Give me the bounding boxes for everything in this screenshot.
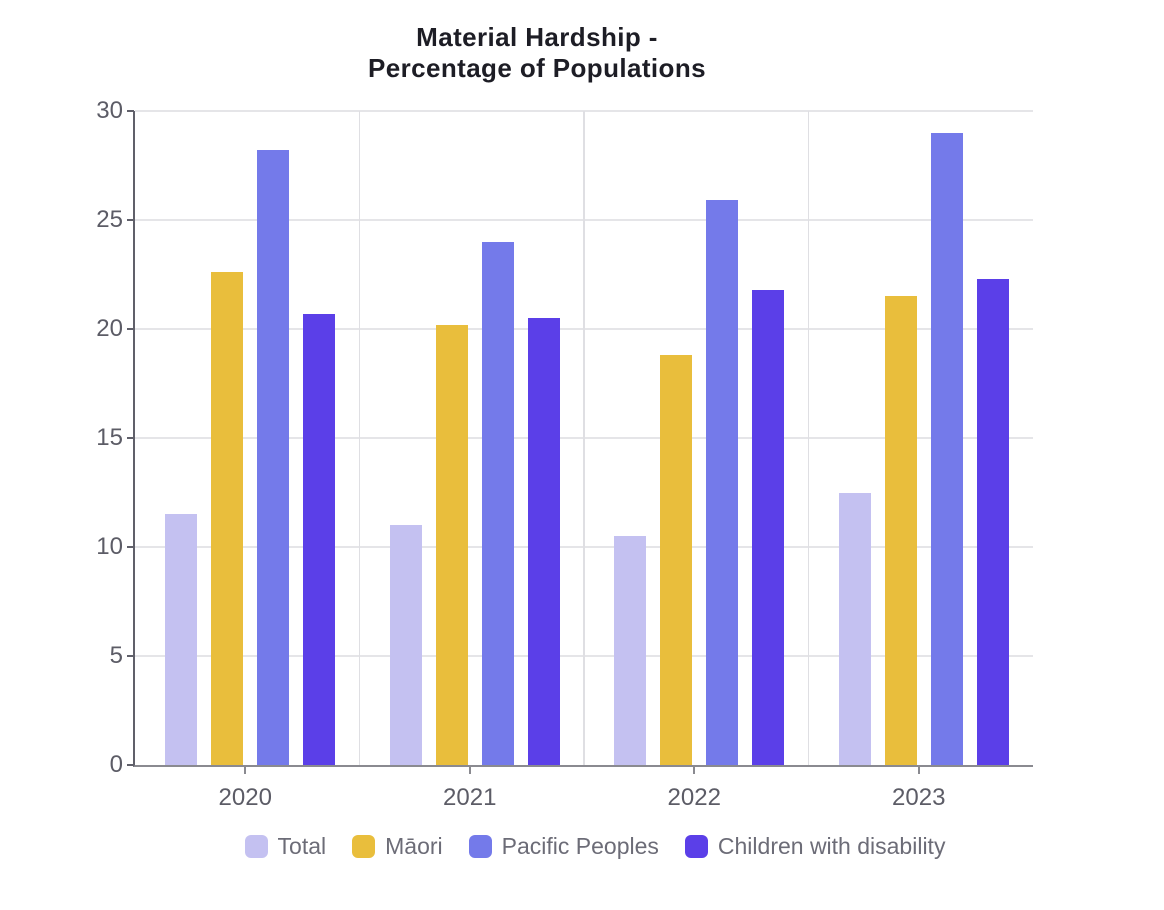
y-axis-tick-mark-25 (127, 219, 134, 221)
x-axis-label-2022: 2022 (667, 784, 721, 811)
category-separator-3 (807, 111, 810, 765)
bar-pacific-peoples-2021[interactable] (481, 241, 514, 765)
x-axis-label-2021: 2021 (443, 784, 497, 811)
bar-māori-2020[interactable] (211, 272, 243, 765)
legend-swatch-icon (244, 835, 268, 858)
y-axis-tick-mark-20 (127, 328, 134, 330)
legend-label: Māori (385, 833, 443, 859)
legend-item-total[interactable]: Total (244, 833, 327, 860)
y-axis-tick-mark-0 (127, 764, 134, 766)
bar-māori-2021[interactable] (435, 324, 468, 765)
y-axis-tick-mark-5 (127, 655, 134, 657)
bar-total-2020[interactable] (165, 514, 197, 765)
chart-title: Material Hardship - Percentage of Popula… (0, 22, 1074, 84)
y-axis-tick-mark-30 (127, 110, 134, 112)
bar-children-with-disability-2020[interactable] (303, 313, 335, 765)
legend-label: Children with disability (717, 833, 946, 859)
legend-label: Pacific Peoples (501, 833, 659, 859)
bar-māori-2023[interactable] (884, 296, 917, 765)
bar-children-with-disability-2021[interactable] (527, 318, 560, 765)
bar-pacific-peoples-2023[interactable] (930, 132, 963, 765)
bar-total-2023[interactable] (838, 492, 871, 765)
bar-children-with-disability-2022[interactable] (752, 289, 784, 765)
x-axis-tick-mark-2023 (917, 767, 920, 774)
legend-swatch-icon (468, 835, 492, 858)
plot-area (133, 110, 1033, 767)
x-axis-tick-mark-2022 (693, 767, 696, 774)
legend: Total Māori Pacific Peoples Children with d… (0, 833, 1164, 860)
bar-māori-2022[interactable] (660, 355, 692, 765)
category-separator-2 (583, 111, 585, 765)
y-axis-tick-label-5: 5 (109, 642, 123, 669)
legend-item-māori[interactable]: Māori (352, 833, 443, 860)
chart-title-line-1: Material Hardship - (416, 22, 658, 52)
x-axis-tick-mark-2020 (244, 767, 247, 774)
legend-item-pacific-peoples[interactable]: Pacific Peoples (468, 833, 659, 860)
bar-pacific-peoples-2022[interactable] (706, 200, 738, 765)
y-axis-tick-mark-10 (127, 546, 134, 548)
legend-label: Total (277, 833, 327, 859)
x-axis-label-2023: 2023 (892, 784, 946, 811)
bar-total-2021[interactable] (389, 525, 422, 765)
y-axis-tick-label-30: 30 (96, 97, 123, 124)
y-axis-tick-mark-15 (127, 437, 134, 439)
bar-pacific-peoples-2020[interactable] (257, 150, 289, 765)
x-axis-label-2020: 2020 (218, 784, 272, 811)
y-axis-tick-label-10: 10 (96, 533, 123, 560)
legend-swatch-icon (684, 835, 708, 858)
bar-total-2022[interactable] (614, 536, 646, 765)
chart-title-line-2: Percentage of Populations (368, 53, 706, 83)
legend-item-children-with-disability[interactable]: Children with disability (684, 833, 946, 860)
bar-children-with-disability-2023[interactable] (976, 278, 1009, 765)
y-axis-tick-label-15: 15 (96, 424, 123, 451)
category-separator-1 (358, 111, 361, 765)
y-axis-tick-label-20: 20 (96, 315, 123, 342)
y-axis-tick-label-0: 0 (109, 751, 123, 778)
legend-swatch-icon (352, 835, 376, 858)
y-axis-tick-label-25: 25 (96, 206, 123, 233)
x-axis-tick-mark-2021 (468, 767, 471, 774)
